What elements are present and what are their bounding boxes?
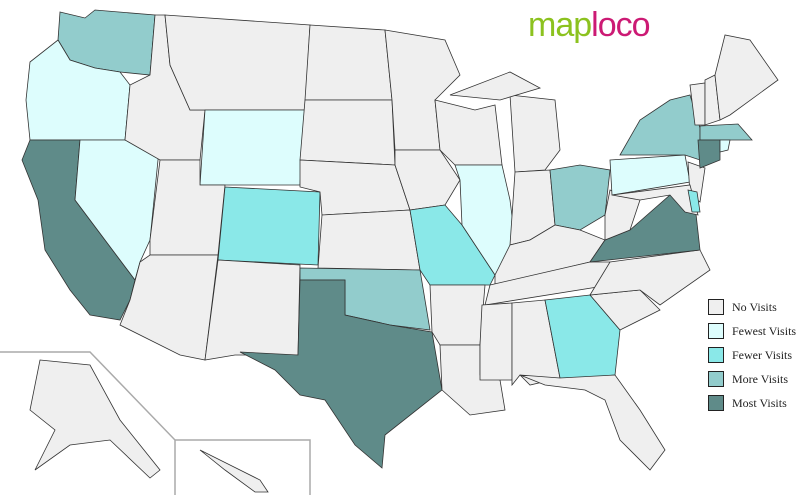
- state-tx[interactable]: [239, 279, 443, 469]
- legend-swatch: [708, 323, 724, 339]
- state-hi[interactable]: [199, 449, 269, 493]
- alaska-inset-border: [0, 351, 176, 495]
- legend-item-more: More Visits: [708, 367, 796, 391]
- legend-swatch: [708, 299, 724, 315]
- state-nd[interactable]: [304, 24, 393, 101]
- state-ma[interactable]: [699, 123, 753, 141]
- state-de[interactable]: [687, 189, 701, 213]
- legend-item-fewest: Fewest Visits: [708, 319, 796, 343]
- state-me[interactable]: [714, 34, 779, 121]
- state-nc[interactable]: [589, 249, 711, 306]
- legend-swatch: [708, 395, 724, 411]
- legend-item-most: Most Visits: [708, 391, 796, 415]
- state-co[interactable]: [217, 186, 321, 266]
- state-ms[interactable]: [479, 302, 513, 381]
- state-fl[interactable]: [519, 374, 666, 471]
- legend-item-fewer: Fewer Visits: [708, 343, 796, 367]
- legend: No Visits Fewest Visits Fewer Visits Mor…: [708, 295, 796, 415]
- state-mo[interactable]: [409, 204, 496, 286]
- state-ak[interactable]: [29, 359, 161, 479]
- state-nm[interactable]: [204, 259, 301, 361]
- state-mt[interactable]: [164, 14, 311, 111]
- state-ks[interactable]: [317, 209, 421, 271]
- state-wy[interactable]: [199, 109, 306, 186]
- state-ar[interactable]: [429, 284, 486, 346]
- hawaii-inset-border: [175, 439, 311, 495]
- maploco-logo: maploco: [528, 6, 651, 44]
- state-md[interactable]: [611, 184, 699, 216]
- state-wi[interactable]: [434, 99, 503, 166]
- legend-item-none: No Visits: [708, 295, 796, 319]
- state-az[interactable]: [119, 254, 219, 361]
- state-ny[interactable]: [619, 94, 701, 161]
- state-ri[interactable]: [719, 139, 731, 153]
- state-sd[interactable]: [299, 99, 396, 166]
- state-oh[interactable]: [549, 164, 611, 231]
- legend-swatch: [708, 371, 724, 387]
- state-ct[interactable]: [697, 139, 721, 169]
- state-or[interactable]: [25, 39, 131, 141]
- state-mi[interactable]: [509, 94, 561, 173]
- state-miu[interactable]: [449, 71, 542, 101]
- legend-swatch: [708, 347, 724, 363]
